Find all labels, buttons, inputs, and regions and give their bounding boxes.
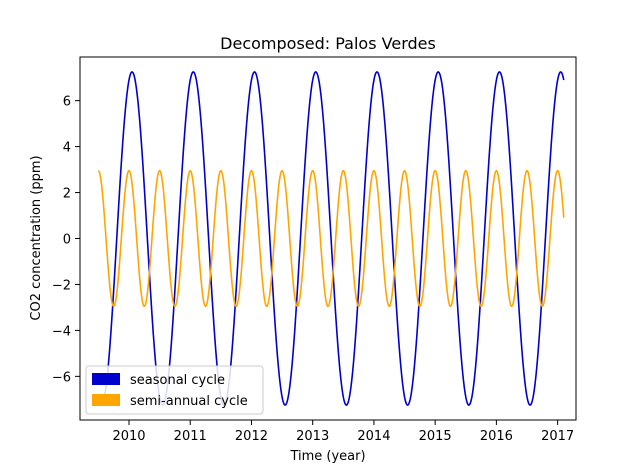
legend: seasonal cycle semi-annual cycle [85,365,264,415]
x-tick-label: 2016 [480,429,513,444]
x-tick-label: 2014 [357,429,390,444]
y-tick-label: −6 [52,370,71,385]
x-axis: 2010 2011 2012 2013 2014 2015 2016 2017 [112,420,574,444]
x-tick-label: 2012 [235,429,268,444]
y-tick-label: 6 [63,95,71,110]
legend-swatch-semi-annual [92,394,120,406]
y-tick-label: 2 [63,187,71,202]
x-tick-label: 2011 [174,429,207,444]
x-tick-label: 2010 [112,429,145,444]
x-tick-label: 2013 [296,429,329,444]
y-tick-label: 4 [63,141,71,156]
y-tick-label: −4 [52,324,71,339]
chart-title: Decomposed: Palos Verdes [220,34,436,53]
legend-label-semi-annual: semi-annual cycle [130,394,248,409]
x-tick-label: 2017 [541,429,574,444]
x-tick-label: 2015 [419,429,452,444]
y-axis-label: CO2 concentration (ppm) [29,155,44,320]
x-axis-label: Time (year) [289,449,365,464]
y-tick-label: 0 [63,233,71,248]
series-line-semi-annual [97,169,565,308]
y-tick-label: −2 [52,278,71,293]
series-layer [97,71,565,406]
series-line-seasonal [97,71,565,406]
legend-label-seasonal: seasonal cycle [130,373,225,388]
legend-swatch-seasonal [92,373,120,385]
y-axis: −6 −4 −2 0 2 4 6 [52,95,80,385]
legend-box [85,365,264,415]
